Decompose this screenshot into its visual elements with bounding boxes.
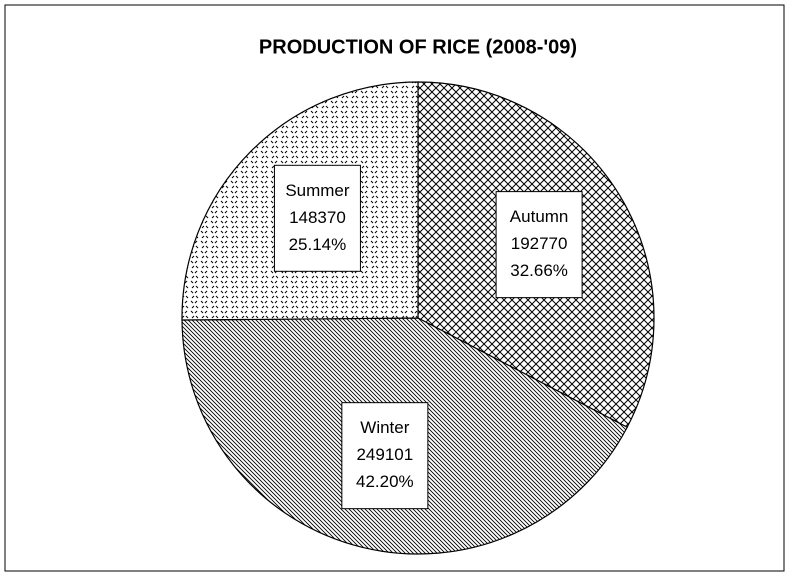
label-box [273,164,361,272]
label-box [495,191,583,299]
slice-percent: 32.66% [510,261,568,280]
slice-name: Winter [360,418,409,437]
slice-name: Summer [285,181,350,200]
label-box [341,402,429,510]
slice-value: 192770 [511,234,568,253]
frame [4,4,785,572]
slice-value: 148370 [289,208,346,227]
chart-title: PRODUCTION OF RICE (2008-'09) [259,36,577,58]
slice-percent: 25.14% [289,235,347,254]
slice-name: Autumn [510,207,569,226]
slice-value: 249101 [356,445,413,464]
slice-percent: 42.20% [356,472,414,491]
